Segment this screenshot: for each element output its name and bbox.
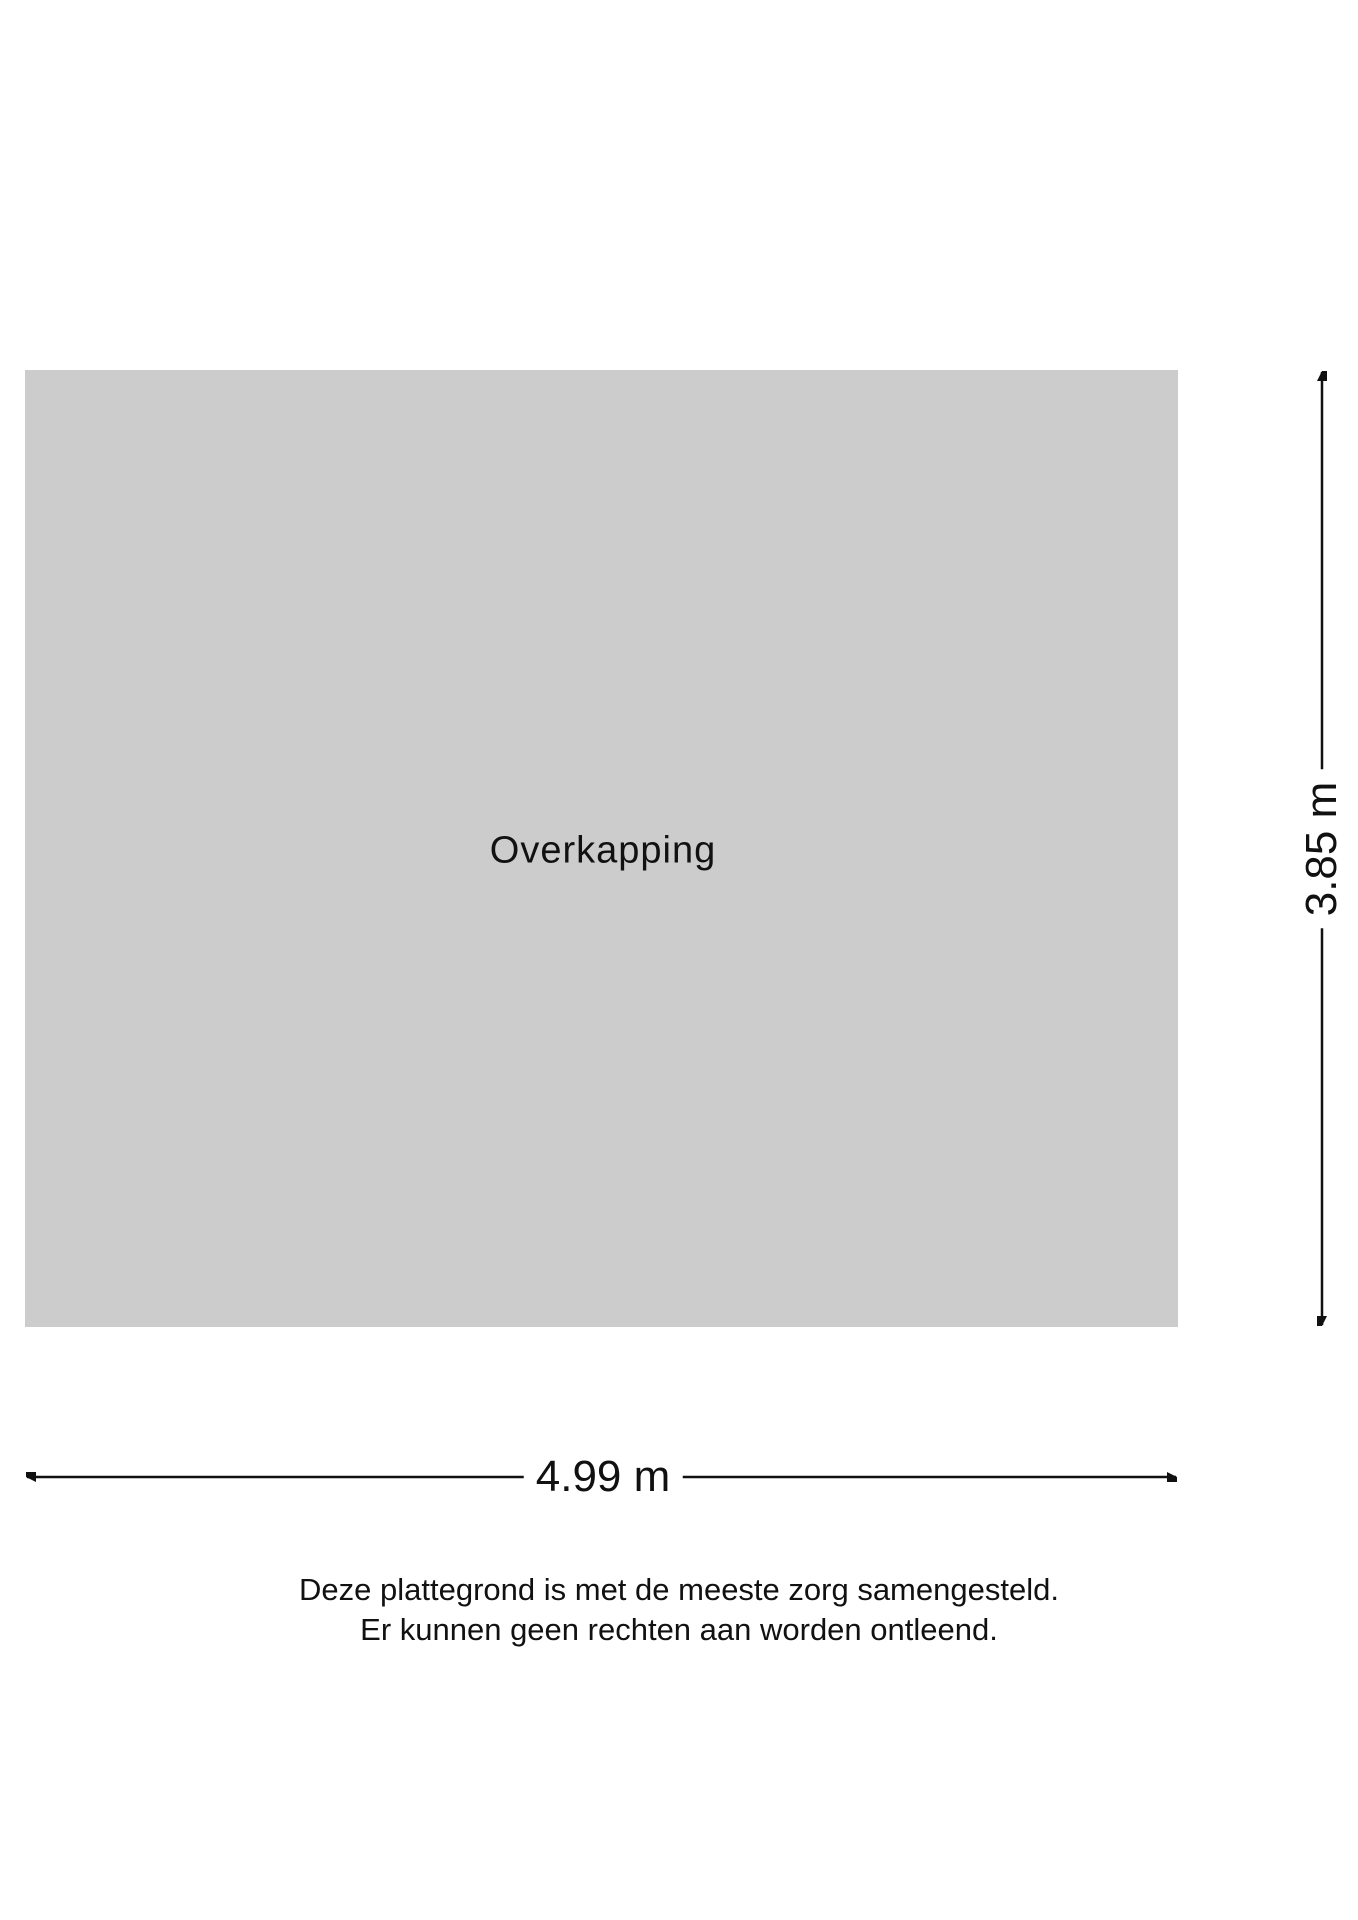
width-dimension-label: 4.99 m bbox=[523, 1452, 683, 1502]
disclaimer: Deze plattegrond is met de meeste zorg s… bbox=[0, 1570, 1358, 1650]
height-dimension-label: 3.85 m bbox=[1297, 769, 1347, 929]
disclaimer-line: Er kunnen geen rechten aan worden ontlee… bbox=[360, 1612, 998, 1647]
room-label: Overkapping bbox=[489, 829, 717, 872]
room-overkapping bbox=[25, 370, 1178, 1327]
disclaimer-line: Deze plattegrond is met de meeste zorg s… bbox=[299, 1572, 1059, 1607]
